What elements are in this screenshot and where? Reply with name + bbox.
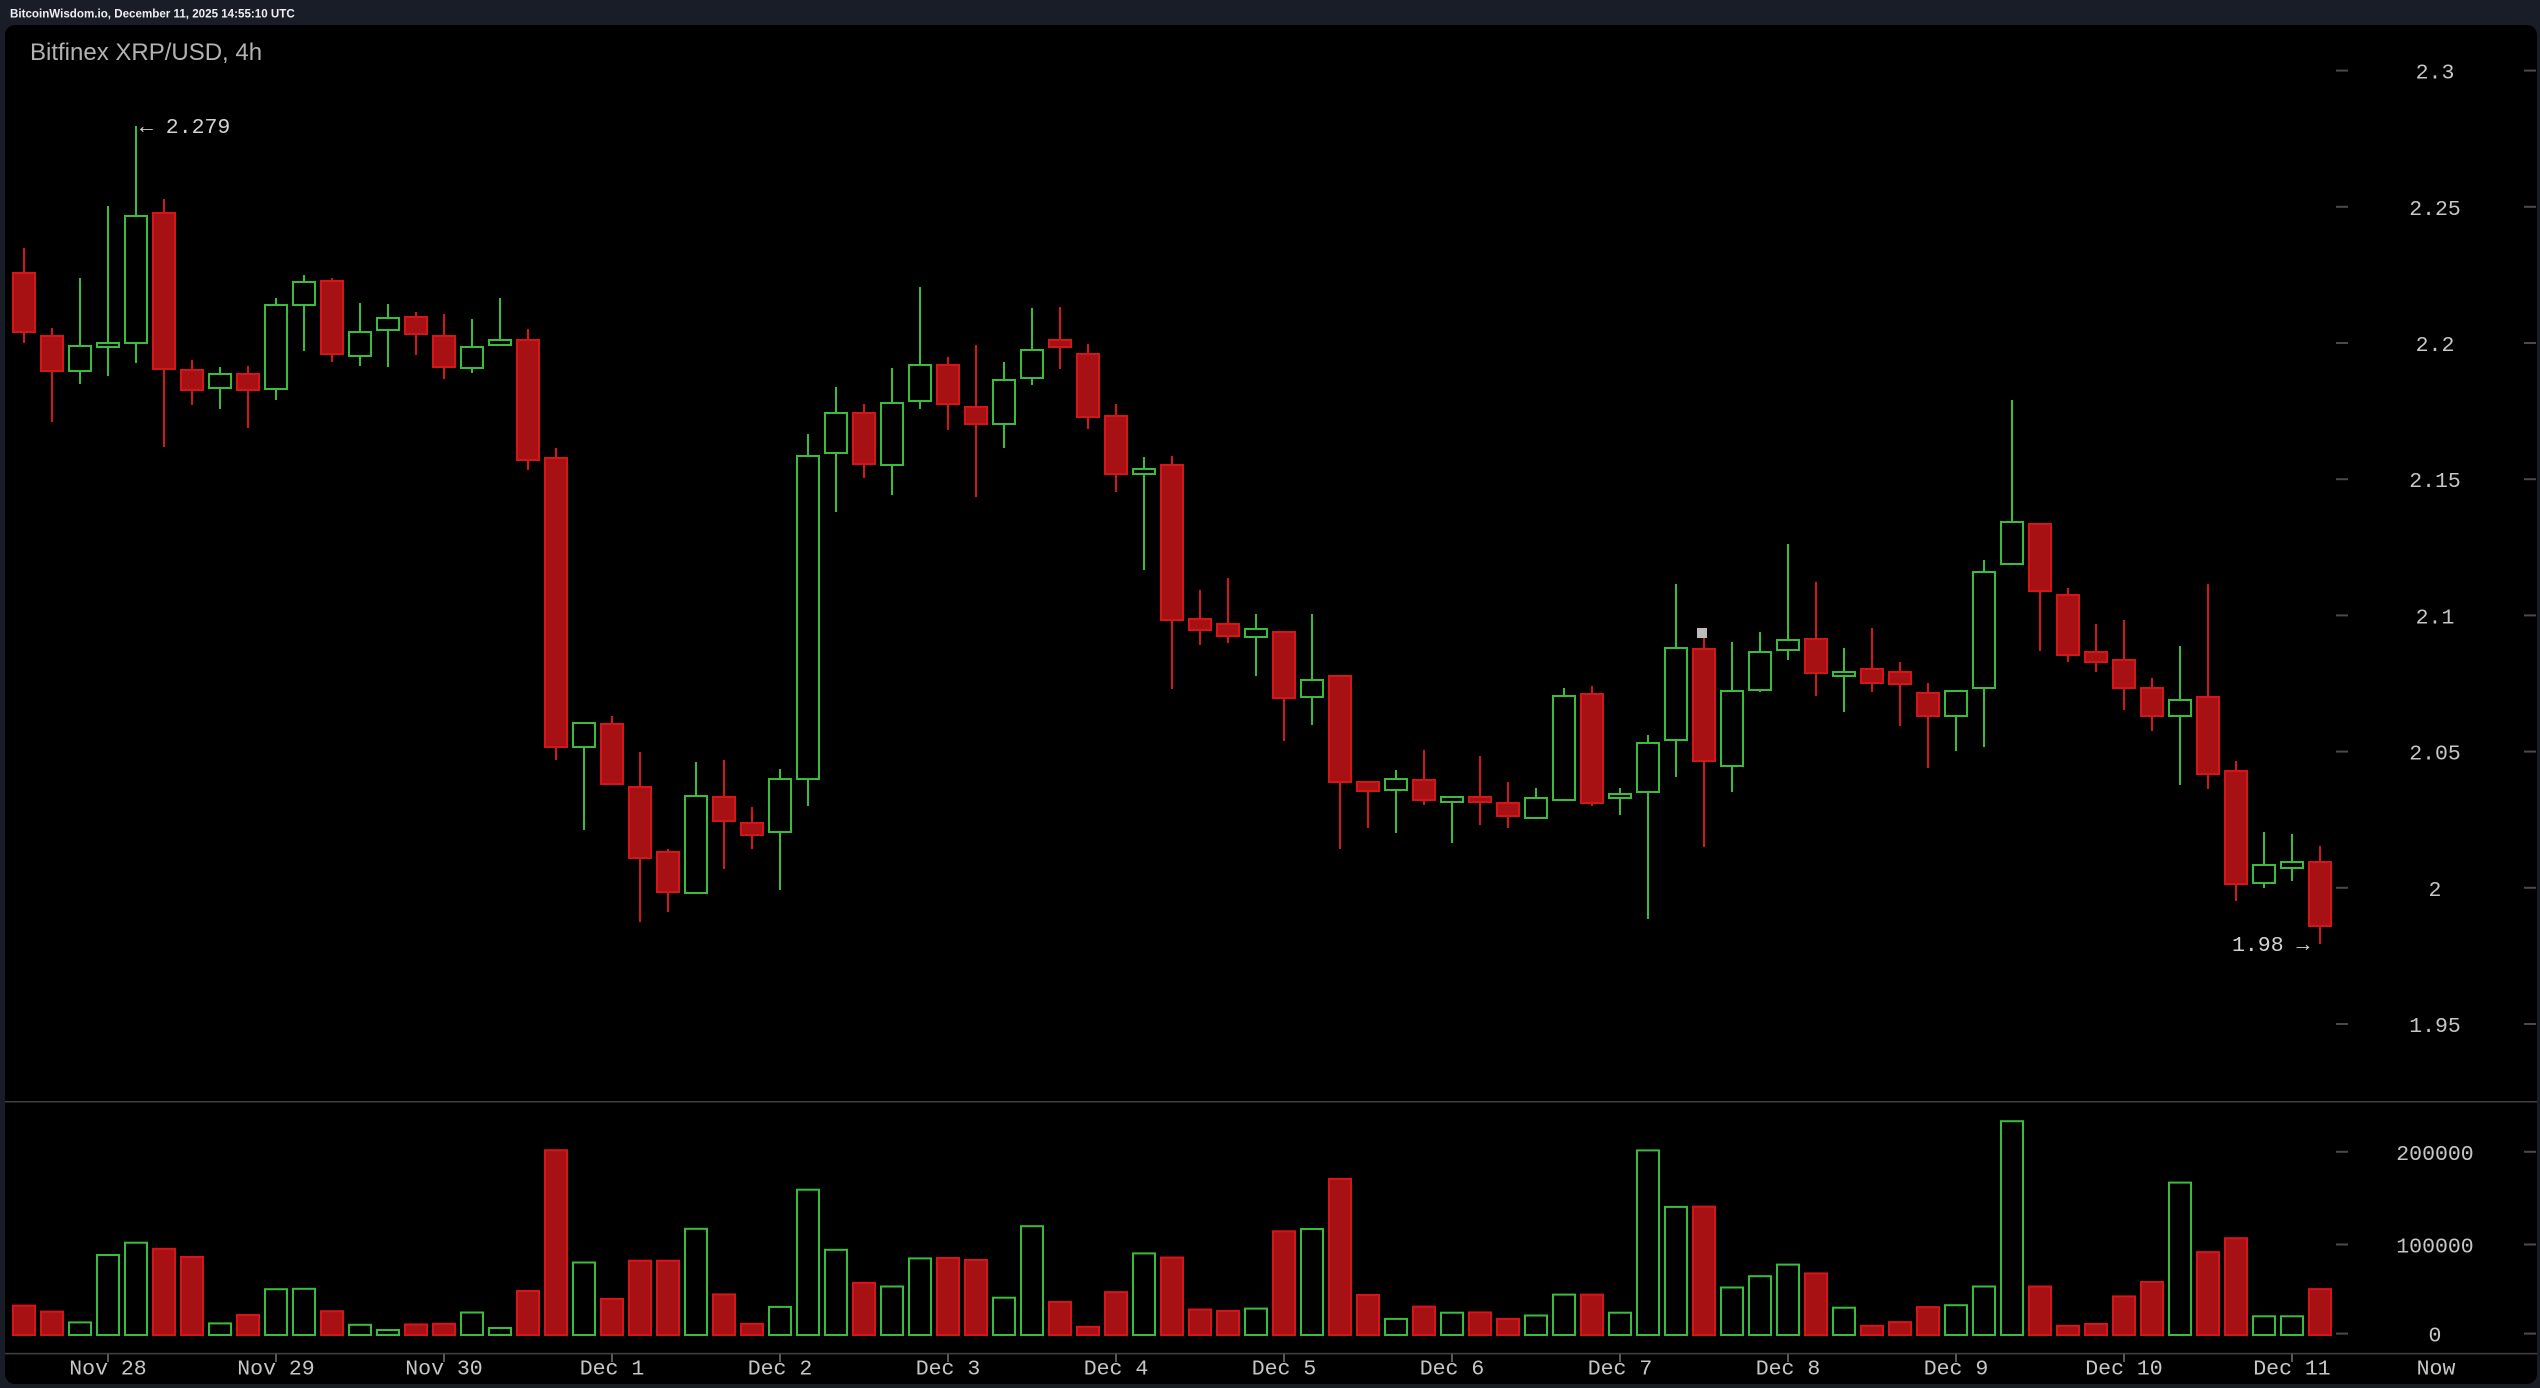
svg-text:2.25: 2.25 xyxy=(2409,198,2461,222)
svg-text:100000: 100000 xyxy=(2396,1236,2473,1260)
svg-text:2.1: 2.1 xyxy=(2416,606,2455,630)
svg-text:Dec 8: Dec 8 xyxy=(1756,1358,1821,1382)
svg-text:BitcoinWisdom.io, December 11,: BitcoinWisdom.io, December 11, 2025 14:5… xyxy=(10,8,295,21)
svg-text:Dec 5: Dec 5 xyxy=(1252,1358,1317,1382)
svg-text:Dec 1: Dec 1 xyxy=(580,1358,645,1382)
svg-text:2.3: 2.3 xyxy=(2416,62,2455,86)
svg-text:Nov 29: Nov 29 xyxy=(237,1358,314,1382)
svg-text:Dec 2: Dec 2 xyxy=(748,1358,813,1382)
svg-text:Dec 9: Dec 9 xyxy=(1924,1358,1989,1382)
svg-text:1.95: 1.95 xyxy=(2409,1015,2461,1039)
svg-text:2.05: 2.05 xyxy=(2409,743,2461,767)
svg-text:← 2.279: ← 2.279 xyxy=(140,116,230,140)
svg-text:Bitfinex XRP/USD, 4h: Bitfinex XRP/USD, 4h xyxy=(30,39,262,66)
svg-text:Dec 6: Dec 6 xyxy=(1420,1358,1485,1382)
svg-text:0: 0 xyxy=(2429,1325,2442,1349)
svg-text:2.2: 2.2 xyxy=(2416,334,2455,358)
svg-text:Dec 3: Dec 3 xyxy=(916,1358,981,1382)
svg-text:Dec 4: Dec 4 xyxy=(1084,1358,1149,1382)
svg-text:Dec 11: Dec 11 xyxy=(2253,1358,2330,1382)
svg-text:2: 2 xyxy=(2429,879,2442,903)
svg-text:2.15: 2.15 xyxy=(2409,470,2461,494)
svg-text:Now: Now xyxy=(2417,1358,2456,1382)
svg-text:Dec 10: Dec 10 xyxy=(2085,1358,2162,1382)
svg-text:Nov 30: Nov 30 xyxy=(405,1358,482,1382)
svg-text:Nov 28: Nov 28 xyxy=(69,1358,146,1382)
svg-text:Dec 7: Dec 7 xyxy=(1588,1358,1653,1382)
svg-text:200000: 200000 xyxy=(2396,1143,2473,1167)
svg-text:1.98 →: 1.98 → xyxy=(2232,934,2310,958)
